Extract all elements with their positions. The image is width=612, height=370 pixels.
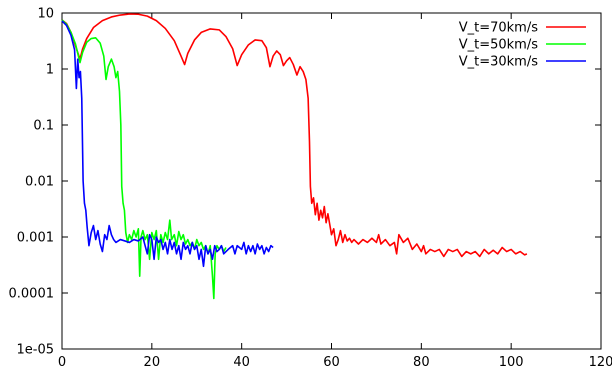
legend-label: V_t=70km/s [459,21,538,36]
y-tick-label: 0.01 [25,175,54,190]
legend-label: V_t=30km/s [459,55,538,70]
series-layer [61,13,528,300]
y-tick-label: 1 [46,63,54,78]
legend-label: V_t=50km/s [459,38,538,53]
y-tick-label: 0.0001 [9,287,55,302]
x-tick-label: 20 [144,355,161,370]
x-tick-label: 80 [413,355,430,370]
x-tick-label: 60 [323,355,340,370]
x-tick-label: 100 [499,355,524,370]
series-line-1 [61,19,227,300]
y-tick-label: 0.1 [33,119,54,134]
axis-ticks: 0 20 40 60 80 100 120 1e-05 0.0001 0.001 0.01 0.1 1 1… [9,7,612,370]
series-line-2 [61,20,274,268]
x-tick-label: 0 [58,355,66,370]
y-tick-label: 10 [37,7,54,22]
series-line-0 [61,13,528,258]
x-tick-label: 40 [233,355,250,370]
legend: V_t=70km/s V_t=50km/s V_t=30km/s [459,21,586,70]
y-tick-label: 0.001 [17,231,54,246]
x-tick-label: 120 [589,355,612,370]
y-tick-label: 1e-05 [16,343,54,358]
